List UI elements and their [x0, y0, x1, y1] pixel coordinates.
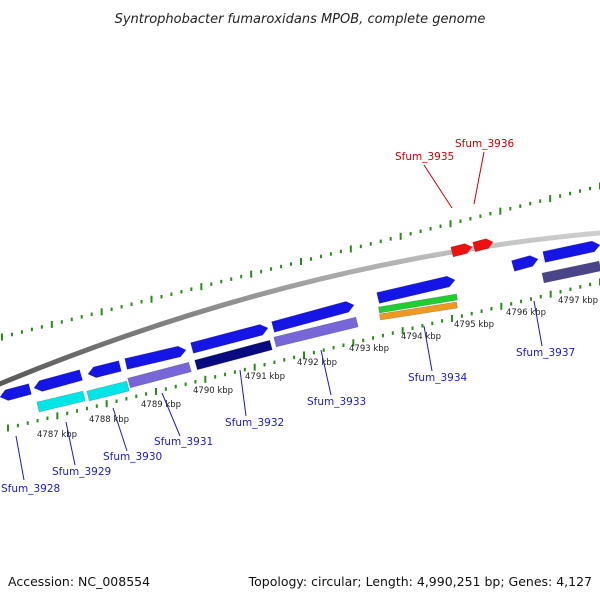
- gene-label-sfum-3935[interactable]: Sfum_3935: [395, 151, 454, 163]
- gene-forward-3[interactable]: [87, 360, 122, 378]
- label-leader-line: [112, 407, 128, 452]
- scale-label: 4788 kbp: [89, 415, 129, 425]
- gene-forward-7[interactable]: [376, 275, 456, 304]
- scale-label: 4791 kbp: [245, 372, 285, 382]
- scale-label: 4794 kbp: [401, 332, 441, 342]
- gene-red-1[interactable]: [450, 243, 473, 258]
- label-leader-line: [320, 349, 332, 396]
- label-leader-line: [239, 369, 247, 417]
- label-leader-line: [15, 435, 25, 481]
- scale-labels: 4787 kbp 4788 kbp 4789 kbp 4790 kbp 4791…: [37, 296, 598, 440]
- scale-label: 4795 kbp: [454, 320, 494, 330]
- gene-forward-1[interactable]: [0, 383, 32, 401]
- gene-labels: Sfum_3928 Sfum_3929 Sfum_3930 Sfum_3931 …: [1, 138, 575, 495]
- gene-label-sfum-3937[interactable]: Sfum_3937: [516, 347, 575, 359]
- gene-forward-5[interactable]: [190, 324, 269, 354]
- cds-navy[interactable]: [194, 339, 273, 371]
- genome-backbone: [0, 230, 600, 387]
- scale-label: 4793 kbp: [349, 344, 389, 354]
- gene-label-sfum-3936[interactable]: Sfum_3936: [455, 138, 515, 150]
- cds-cyan-2[interactable]: [86, 380, 130, 402]
- scale-label: 4792 kbp: [297, 358, 337, 368]
- gene-forward-6[interactable]: [271, 301, 355, 333]
- map-title: Syntrophobacter fumaroxidans MPOB, compl…: [115, 12, 486, 27]
- label-leader-line: [473, 151, 485, 205]
- tick-marks: [1, 182, 600, 432]
- gene-label-sfum-3934[interactable]: Sfum_3934: [408, 372, 468, 384]
- gene-label-sfum-3930[interactable]: Sfum_3930: [103, 451, 162, 463]
- gene-label-sfum-3932[interactable]: Sfum_3932: [225, 417, 284, 429]
- gene-label-sfum-3929[interactable]: Sfum_3929: [52, 466, 111, 478]
- gene-features: [0, 238, 600, 413]
- scale-label: 4797 kbp: [558, 296, 598, 306]
- label-leader-line: [423, 164, 453, 209]
- scale-label: 4789 kbp: [141, 400, 181, 410]
- gene-forward-4[interactable]: [124, 345, 187, 370]
- genome-summary-text: Topology: circular; Length: 4,990,251 bp…: [248, 574, 592, 589]
- gene-forward-8[interactable]: [511, 255, 539, 272]
- gene-forward-2[interactable]: [33, 369, 83, 392]
- cds-green[interactable]: [378, 293, 458, 314]
- scale-label: 4796 kbp: [506, 308, 546, 318]
- label-leader-line: [65, 421, 76, 466]
- scale-label: 4790 kbp: [193, 386, 233, 396]
- gene-label-sfum-3928[interactable]: Sfum_3928: [1, 483, 60, 495]
- accession-text: Accession: NC_008554: [8, 574, 150, 589]
- label-leader-line: [533, 300, 543, 347]
- label-leader-lines: [15, 151, 543, 481]
- cds-cyan-1[interactable]: [36, 390, 86, 413]
- cds-lavender-1[interactable]: [127, 361, 192, 389]
- cds-lavender-2[interactable]: [273, 316, 359, 348]
- gene-forward-9[interactable]: [542, 240, 600, 263]
- cds-orange[interactable]: [379, 301, 458, 321]
- gene-red-2[interactable]: [472, 238, 494, 253]
- gene-label-sfum-3931[interactable]: Sfum_3931: [154, 436, 213, 448]
- scale-label: 4787 kbp: [37, 430, 77, 440]
- cds-slate[interactable]: [541, 260, 600, 284]
- label-leader-line: [161, 392, 181, 437]
- gene-label-sfum-3933[interactable]: Sfum_3933: [307, 396, 366, 408]
- label-leader-line: [423, 325, 433, 372]
